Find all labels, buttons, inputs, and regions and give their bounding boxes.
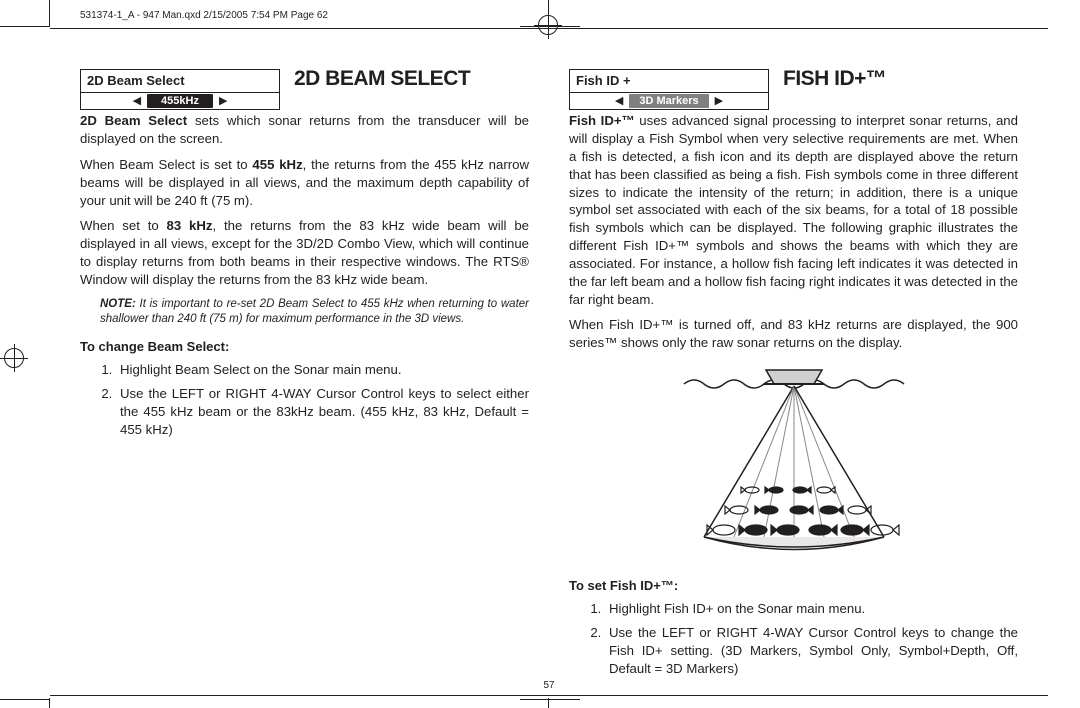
print-header: 531374-1_A - 947 Man.qxd 2/15/2005 7:54 … [80,10,328,21]
text: 455 kHz [252,157,302,172]
note: NOTE: It is important to re-set 2D Beam … [100,297,529,328]
lead-bold: Fish ID+™ [569,113,635,128]
menu-value: 455kHz [147,94,213,109]
sonar-beam-figure [569,362,1018,567]
list-item: Use the LEFT or RIGHT 4-WAY Cursor Contr… [116,385,529,438]
lead-bold: 2D Beam Select [80,113,187,128]
crop-mark [0,699,50,700]
section-title: FISH ID+™ [783,65,886,93]
paragraph: When set to 83 kHz, the returns from the… [80,217,529,288]
menu-label: 2D Beam Select [81,70,279,93]
list-item: Highlight Fish ID+ on the Sonar main men… [605,600,1018,618]
crop-mark [49,698,50,708]
paragraph: 2D Beam Select sets which sonar returns … [80,112,529,148]
right-arrow-icon: ▶ [219,94,227,109]
fish-id-menu: Fish ID + ◀ 3D Markers ▶ [569,69,769,110]
text: 83 kHz [167,218,213,233]
text: uses advanced signal processing to inter… [569,113,1018,306]
note-label: NOTE: [100,298,136,310]
paragraph: Fish ID+™ uses advanced signal processin… [569,112,1018,308]
registration-mark [14,344,15,372]
right-column: Fish ID + ◀ 3D Markers ▶ FISH ID+™ Fish … [569,69,1018,685]
text: When Beam Select is set to [80,157,252,172]
crop-mark [548,698,549,708]
left-arrow-icon: ◀ [615,94,623,109]
crop-mark [0,26,50,27]
crop-mark [49,0,50,27]
menu-label: Fish ID + [570,70,768,93]
crop-mark [520,699,580,700]
section-title: 2D BEAM SELECT [294,65,470,93]
left-arrow-icon: ◀ [133,94,141,109]
note-text: It is important to re-set 2D Beam Select… [100,298,529,326]
paragraph: When Beam Select is set to 455 kHz, the … [80,156,529,209]
page-number: 57 [543,680,554,691]
howto-heading: To change Beam Select: [80,338,529,356]
left-column: 2D Beam Select ◀ 455kHz ▶ 2D BEAM SELECT… [80,69,529,685]
howto-heading: To set Fish ID+™: [569,577,1018,595]
paragraph: When Fish ID+™ is turned off, and 83 kHz… [569,316,1018,352]
right-arrow-icon: ▶ [715,94,723,109]
menu-value: 3D Markers [629,94,708,109]
list-item: Highlight Beam Select on the Sonar main … [116,361,529,379]
steps-list: Highlight Beam Select on the Sonar main … [116,361,529,438]
steps-list: Highlight Fish ID+ on the Sonar main men… [605,600,1018,677]
text: When set to [80,218,167,233]
list-item: Use the LEFT or RIGHT 4-WAY Cursor Contr… [605,624,1018,677]
beam-select-menu: 2D Beam Select ◀ 455kHz ▶ [80,69,280,110]
page-frame: 2D Beam Select ◀ 455kHz ▶ 2D BEAM SELECT… [50,28,1048,696]
